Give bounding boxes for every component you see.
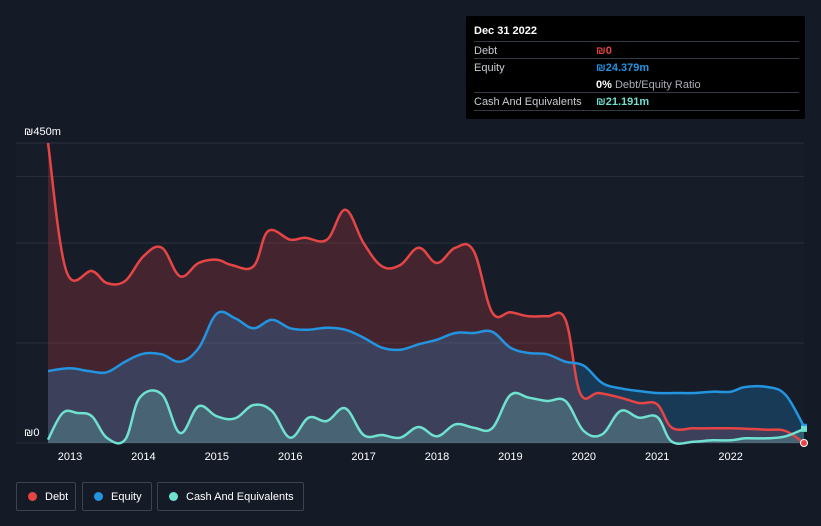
tooltip-date: Dec 31 2022 <box>474 25 537 37</box>
cash-area <box>48 390 804 444</box>
legend-equity[interactable]: Equity <box>82 482 152 511</box>
debt-area <box>48 143 804 443</box>
end-markers <box>800 423 808 447</box>
cash-dot-icon <box>169 492 178 501</box>
x-tick-label: 2019 <box>498 451 522 463</box>
x-tick-label: 2020 <box>572 451 596 463</box>
grid-lines <box>16 142 804 444</box>
chart-areas <box>48 143 804 444</box>
tooltip-row-cash: Cash And Equivalents ₪21.191m <box>474 92 799 111</box>
tooltip-equity-value: ₪24.379m <box>596 62 650 74</box>
debt-dot-icon <box>28 492 37 501</box>
legend-cash-label: Cash And Equivalents <box>186 490 294 503</box>
x-axis-ticks: 2013 2014 2015 2016 2017 2018 2019 2020 2021 2022 <box>58 451 743 463</box>
tooltip-ratio-label: Debt/Equity Ratio <box>614 79 701 91</box>
cash-end-marker <box>801 425 807 432</box>
tooltip-debt-label: Debt <box>474 45 498 57</box>
tooltip-ratio-value: 0% <box>596 79 612 91</box>
debt-end-marker <box>800 439 808 447</box>
cash-line <box>46 389 805 445</box>
chart-lines <box>46 142 806 445</box>
legend-cash[interactable]: Cash And Equivalents <box>157 482 304 511</box>
y-tick-label-zero: ₪0 <box>24 427 39 439</box>
x-tick-label: 2013 <box>58 451 82 463</box>
y-tick-label-max: ₪450m <box>24 126 61 138</box>
legend-equity-label: Equity <box>111 490 142 503</box>
debt-line <box>46 142 805 445</box>
x-tick-label: 2022 <box>718 451 742 463</box>
x-tick-label: 2021 <box>645 451 669 463</box>
tooltip-cash-label: Cash And Equivalents <box>474 96 582 108</box>
tooltip-equity-label: Equity <box>474 62 505 74</box>
legend-debt-label: Debt <box>45 490 69 503</box>
tooltip-row-debt: Debt ₪0 <box>474 41 799 59</box>
x-tick-label: 2018 <box>425 451 449 463</box>
tooltip-cash-value: ₪21.191m <box>596 96 650 108</box>
x-tick-label: 2017 <box>351 451 375 463</box>
x-tick-label: 2015 <box>205 451 229 463</box>
x-tick-label: 2016 <box>278 451 302 463</box>
legend-debt[interactable]: Debt <box>16 482 76 511</box>
data-tooltip: Dec 31 2022 Debt ₪0 Equity ₪24.379m 0% D… <box>466 16 805 119</box>
tooltip-debt-value: ₪0 <box>596 45 612 57</box>
equity-area <box>48 311 804 443</box>
equity-line <box>47 310 806 428</box>
equity-dot-icon <box>94 492 103 501</box>
x-tick-label: 2014 <box>131 451 155 463</box>
tooltip-row-equity: Equity ₪24.379m 0% Debt/Equity Ratio <box>474 58 799 93</box>
tooltip-ratio: 0% Debt/Equity Ratio <box>596 79 701 91</box>
